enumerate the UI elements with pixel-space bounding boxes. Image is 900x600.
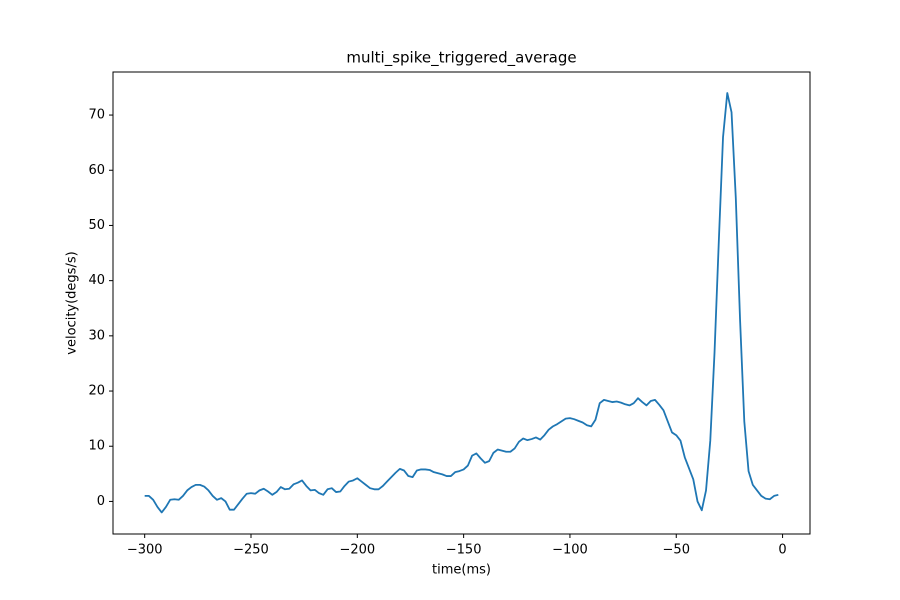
x-tick-label: −200 (339, 543, 375, 558)
x-tick-label: −50 (663, 543, 690, 558)
y-tick-label: 60 (88, 163, 105, 178)
x-tick-label: −250 (233, 543, 269, 558)
y-tick-label: 30 (88, 328, 105, 343)
y-tick-label: 40 (88, 273, 105, 288)
x-tick-label: 0 (778, 543, 786, 558)
x-tick-label: −300 (127, 543, 163, 558)
y-tick-label: 20 (88, 384, 105, 399)
y-axis-label: velocity(degs/s) (65, 251, 80, 354)
y-tick-label: 10 (88, 439, 105, 454)
y-tick-label: 0 (97, 494, 105, 509)
y-tick-label: 70 (88, 108, 105, 123)
data-line (144, 92, 779, 514)
x-tick-label: −100 (552, 543, 588, 558)
x-axis-label: time(ms) (432, 563, 491, 578)
x-tick-label: −150 (446, 543, 482, 558)
plot-frame (112, 71, 811, 535)
chart-title: multi_spike_triggered_average (346, 49, 576, 68)
y-tick-label: 50 (88, 218, 105, 233)
